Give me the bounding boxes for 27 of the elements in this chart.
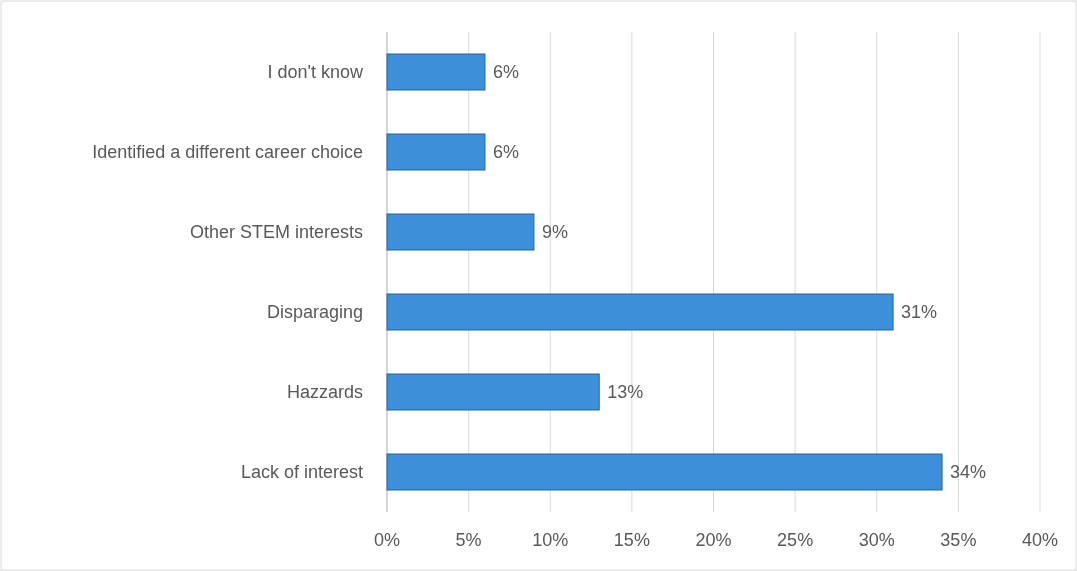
- x-tick-label: 0%: [373, 530, 401, 550]
- data-label: 6%: [492, 62, 519, 83]
- x-tick-label: 40%: [1021, 530, 1059, 550]
- x-tick-label: 25%: [777, 530, 814, 550]
- bar: [386, 53, 486, 91]
- bar: [386, 373, 600, 411]
- data-label: 34%: [950, 462, 987, 483]
- data-label: 13%: [607, 382, 644, 403]
- bar: [386, 453, 943, 491]
- y-tick-label: I don't know: [267, 62, 364, 83]
- x-tick-label: 5%: [455, 530, 482, 550]
- x-tick-label: 10%: [532, 530, 569, 550]
- y-tick-label: Identified a different career choice: [92, 142, 363, 163]
- y-tick-label: Lack of interest: [240, 462, 363, 483]
- bar: [386, 133, 486, 171]
- data-label: 9%: [541, 222, 568, 243]
- data-label: 6%: [492, 142, 519, 163]
- x-tick-label: 20%: [695, 530, 732, 550]
- x-tick-label: 15%: [613, 530, 650, 550]
- x-tick-label: 30%: [858, 530, 895, 550]
- bar: [386, 293, 894, 331]
- data-label: 31%: [901, 302, 938, 323]
- y-tick-label: Hazzards: [286, 382, 363, 403]
- y-tick-label: Disparaging: [266, 302, 363, 323]
- x-tick-label: 35%: [940, 530, 977, 550]
- bar: [386, 213, 535, 251]
- y-tick-label: Other STEM interests: [189, 222, 363, 243]
